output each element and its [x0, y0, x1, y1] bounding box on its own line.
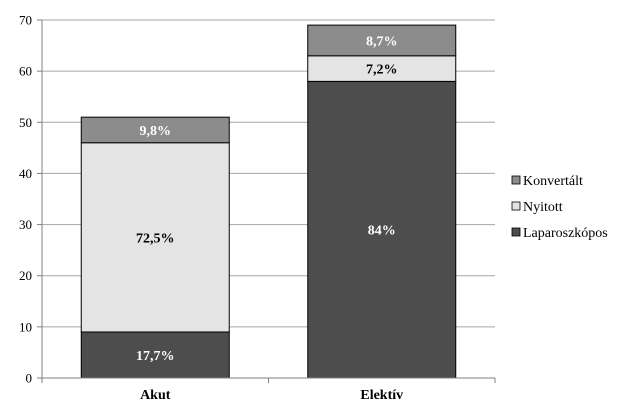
y-tick-label: 30 — [19, 217, 32, 232]
legend-swatch — [511, 175, 521, 185]
data-label: 9,8% — [140, 124, 172, 139]
bar-segment-konvertált — [80, 116, 230, 144]
bar-segment-nyitott — [307, 55, 457, 82]
data-label: 84% — [368, 224, 396, 239]
legend-label: Nyitott — [523, 200, 563, 215]
legend: Konvertált Nyitott Laparoszkópos — [511, 174, 608, 241]
legend-label: Laparoszkópos — [523, 226, 608, 241]
y-tick-label: 70 — [19, 13, 32, 28]
legend-label: Konvertált — [523, 174, 583, 189]
legend-swatch — [511, 227, 521, 237]
y-tick-label: 0 — [26, 371, 33, 386]
data-label: 17,7% — [136, 349, 175, 364]
data-label: 72,5% — [136, 231, 175, 246]
y-tick-label: 50 — [19, 115, 32, 130]
bar-segment-konvertált — [307, 24, 457, 57]
x-tick-label: Elektív — [360, 388, 403, 403]
bar-segment-laparoszkópos — [307, 80, 457, 379]
bar-segment-nyitott — [80, 142, 230, 333]
axes: 0 10 20 30 40 50 60 70 Akut Elektív — [19, 13, 496, 403]
data-label: 7,2% — [366, 63, 398, 78]
bars: 17,7% 72,5% 9,8% 84% 7,2% 8,7% — [80, 24, 457, 379]
y-tick-label: 40 — [19, 166, 32, 181]
data-label: 8,7% — [366, 34, 398, 49]
y-tick-label: 60 — [19, 64, 32, 79]
y-tick-label: 20 — [19, 268, 32, 283]
x-tick-label: Akut — [140, 388, 171, 403]
legend-swatch — [511, 201, 521, 211]
y-tick-label: 10 — [19, 319, 32, 334]
